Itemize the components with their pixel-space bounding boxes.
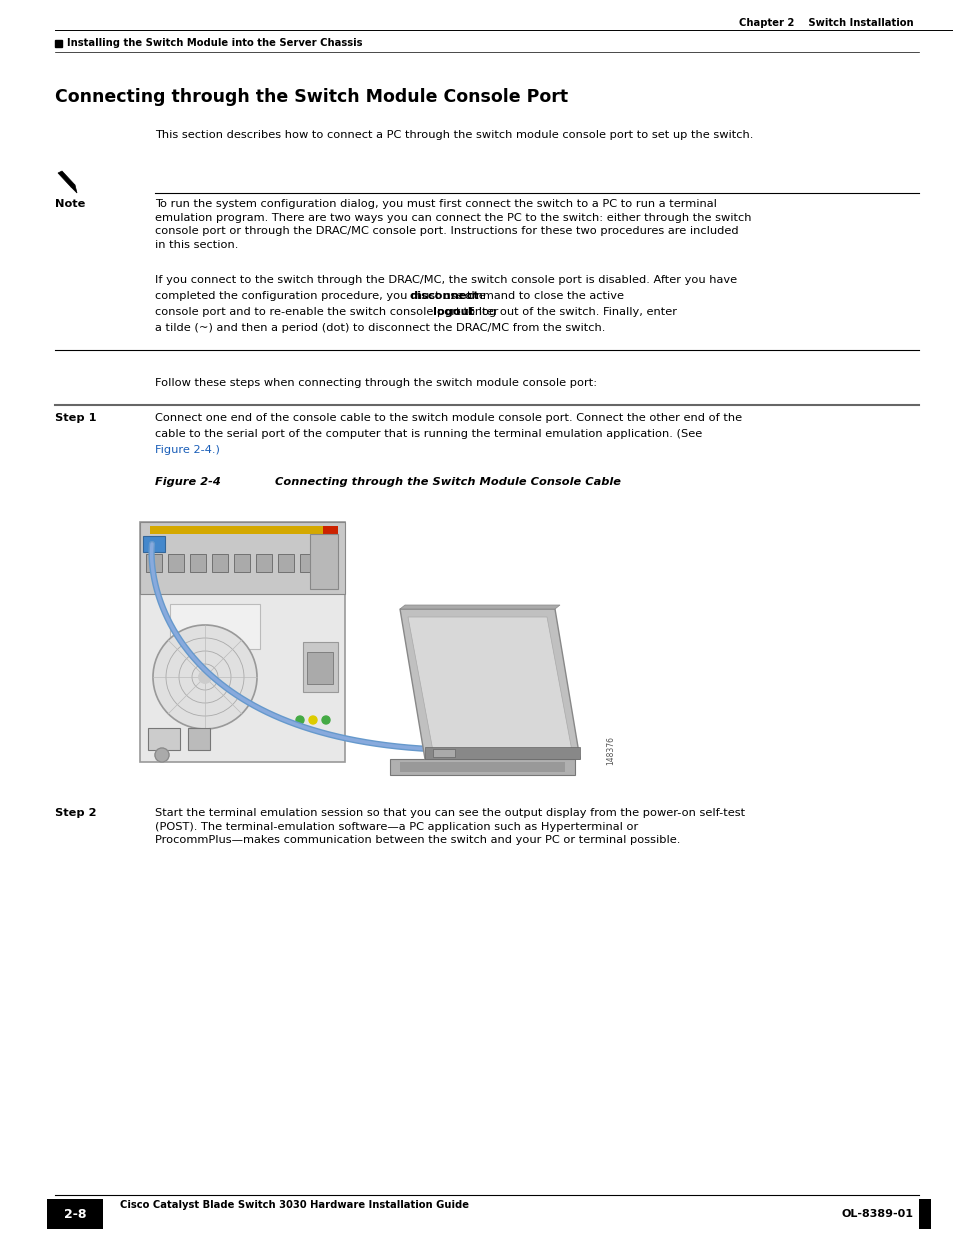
Text: Step 1: Step 1 <box>55 414 96 424</box>
Text: Connecting through the Switch Module Console Port: Connecting through the Switch Module Con… <box>55 88 568 106</box>
Bar <box>299 555 315 572</box>
Text: To run the system configuration dialog, you must first connect the switch to a P: To run the system configuration dialog, … <box>154 199 751 249</box>
Bar <box>307 652 333 684</box>
Bar <box>233 555 250 572</box>
Circle shape <box>198 671 211 683</box>
Text: OL-8389-01: OL-8389-01 <box>841 1209 913 1219</box>
Circle shape <box>309 716 316 724</box>
Text: to log out of the switch. Finally, enter: to log out of the switch. Finally, enter <box>459 306 676 317</box>
Bar <box>190 555 206 572</box>
Polygon shape <box>71 185 77 193</box>
Text: Start the terminal emulation session so that you can see the output display from: Start the terminal emulation session so … <box>154 808 744 845</box>
Text: completed the configuration procedure, you must use the: completed the configuration procedure, y… <box>154 291 489 301</box>
Bar <box>323 526 337 534</box>
Text: 2-8: 2-8 <box>64 1208 86 1220</box>
Text: Figure 2-4.): Figure 2-4.) <box>154 445 219 454</box>
Bar <box>918 1199 930 1229</box>
Bar <box>170 604 260 650</box>
Text: cable to the serial port of the computer that is running the terminal emulation : cable to the serial port of the computer… <box>154 430 701 440</box>
Text: logout: logout <box>432 306 474 317</box>
Text: Note: Note <box>55 199 85 209</box>
Bar <box>135 495 615 781</box>
Text: a tilde (~) and then a period (dot) to disconnect the DRAC/MC from the switch.: a tilde (~) and then a period (dot) to d… <box>154 322 605 332</box>
Bar <box>399 762 564 772</box>
Circle shape <box>322 716 330 724</box>
Text: console port and to re-enable the switch console port. Enter: console port and to re-enable the switch… <box>154 306 501 317</box>
Bar <box>148 727 180 750</box>
Polygon shape <box>399 609 579 760</box>
Bar <box>303 642 337 692</box>
Circle shape <box>152 625 256 729</box>
Circle shape <box>295 716 304 724</box>
Bar <box>212 555 228 572</box>
Bar <box>55 40 62 47</box>
Text: Figure 2-4: Figure 2-4 <box>154 477 220 487</box>
Text: Follow these steps when connecting through the switch module console port:: Follow these steps when connecting throu… <box>154 378 597 388</box>
Polygon shape <box>58 170 75 186</box>
Bar <box>140 522 345 594</box>
Text: Connect one end of the console cable to the switch module console port. Connect : Connect one end of the console cable to … <box>154 414 741 424</box>
Polygon shape <box>399 605 559 609</box>
Bar <box>390 760 575 776</box>
Bar <box>188 727 210 750</box>
Circle shape <box>154 748 169 762</box>
Bar <box>277 555 294 572</box>
Bar <box>140 522 345 762</box>
Bar <box>143 536 165 552</box>
Polygon shape <box>408 618 572 751</box>
Text: 148376: 148376 <box>606 736 615 764</box>
Text: disconnect: disconnect <box>410 291 479 301</box>
Text: This section describes how to connect a PC through the switch module console por: This section describes how to connect a … <box>154 130 753 140</box>
Bar <box>310 534 337 589</box>
Bar <box>433 748 455 757</box>
Bar <box>150 526 335 534</box>
Bar <box>146 555 162 572</box>
Bar <box>47 1199 103 1229</box>
Text: Connecting through the Switch Module Console Cable: Connecting through the Switch Module Con… <box>274 477 620 487</box>
Bar <box>168 555 184 572</box>
Bar <box>255 555 272 572</box>
Polygon shape <box>424 747 579 760</box>
Text: Cisco Catalyst Blade Switch 3030 Hardware Installation Guide: Cisco Catalyst Blade Switch 3030 Hardwar… <box>120 1200 469 1210</box>
Text: Step 2: Step 2 <box>55 808 96 818</box>
Text: command to close the active: command to close the active <box>455 291 623 301</box>
Text: Installing the Switch Module into the Server Chassis: Installing the Switch Module into the Se… <box>67 38 362 48</box>
Text: Chapter 2    Switch Installation: Chapter 2 Switch Installation <box>739 19 913 28</box>
Text: If you connect to the switch through the DRAC/MC, the switch console port is dis: If you connect to the switch through the… <box>154 275 737 285</box>
Bar <box>448 746 465 756</box>
